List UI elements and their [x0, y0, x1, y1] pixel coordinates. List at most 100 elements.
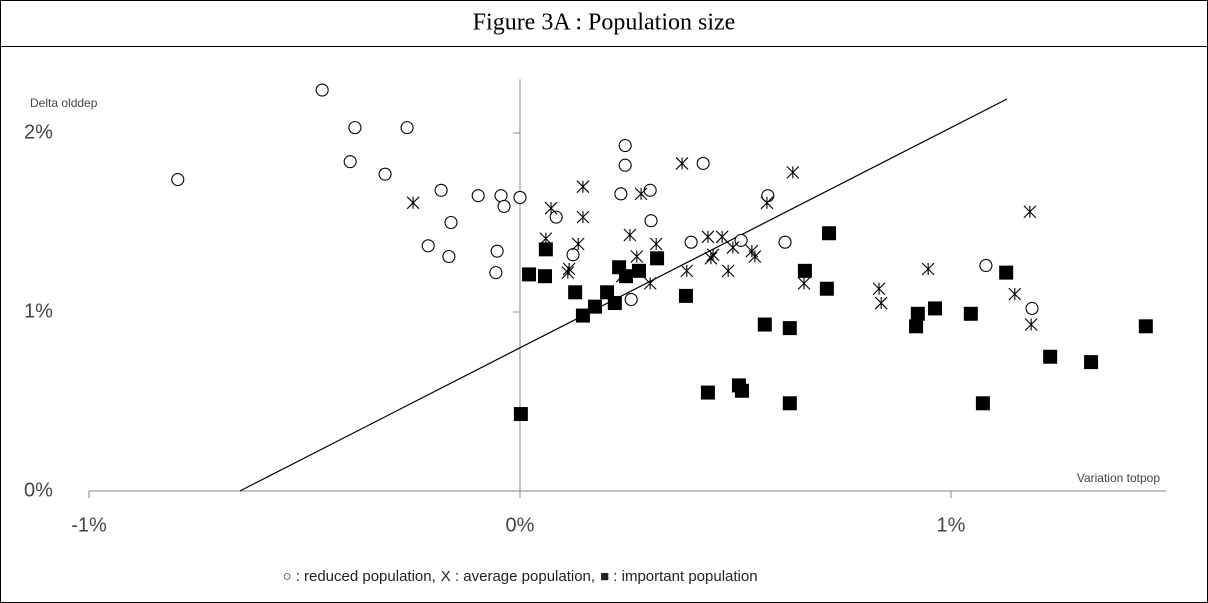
point-reduced — [513, 190, 527, 204]
x-tick-label: 0% — [506, 514, 535, 536]
point-important — [600, 285, 615, 300]
point-important — [782, 396, 797, 411]
point-reduced — [618, 138, 632, 153]
point-important — [631, 263, 646, 278]
point-important — [537, 269, 552, 284]
point-average — [561, 266, 575, 280]
x-axis-label: Variation totpop — [1077, 471, 1160, 485]
point-reduced — [549, 210, 563, 224]
point-important — [928, 301, 943, 316]
point-reduced — [400, 121, 414, 135]
point-average — [721, 264, 735, 278]
point-reduced — [778, 235, 792, 249]
point-reduced — [734, 233, 748, 247]
point-average — [630, 250, 644, 263]
y-tick-label: 0% — [24, 479, 53, 501]
point-important — [822, 226, 837, 241]
y-axis-label: Delta olddep — [30, 96, 98, 110]
chart-title: Figure 3A : Population size — [473, 10, 736, 36]
point-reduced — [444, 215, 458, 230]
point-average — [1023, 205, 1037, 219]
point-important — [619, 269, 634, 284]
point-average — [623, 228, 637, 242]
point-important — [587, 299, 602, 314]
point-average — [786, 165, 800, 179]
point-important — [538, 242, 553, 257]
point-reduced — [643, 183, 657, 197]
point-reduced — [348, 121, 362, 135]
point-average — [562, 262, 576, 276]
point-reduced — [614, 187, 628, 201]
point-reduced — [497, 199, 511, 213]
point-important — [607, 296, 622, 311]
point-average — [1024, 318, 1038, 331]
point-important — [1043, 349, 1058, 364]
point-average — [874, 296, 888, 310]
legend-entry: ■ : important population — [600, 568, 758, 585]
point-average — [872, 282, 886, 296]
point-important — [797, 263, 812, 278]
point-reduced — [696, 156, 710, 170]
point-average — [680, 264, 694, 278]
legend-entry: ○ : reduced population, — [282, 568, 435, 585]
point-important — [963, 306, 978, 321]
point-reduced — [378, 167, 392, 181]
point-average — [576, 210, 590, 224]
point-average — [704, 251, 718, 265]
point-average — [675, 157, 689, 170]
point-important — [522, 267, 537, 282]
point-reduced — [618, 158, 632, 172]
point-average — [571, 237, 585, 251]
point-reduced — [171, 172, 185, 187]
point-important — [819, 281, 834, 296]
point-important — [650, 251, 665, 266]
point-average — [544, 201, 558, 215]
point-average — [649, 237, 663, 251]
point-important — [1084, 355, 1099, 370]
x-tick-label: -1% — [71, 514, 107, 536]
point-average — [726, 241, 740, 254]
point-reduced — [624, 292, 638, 307]
point-important — [782, 321, 797, 336]
point-reduced — [471, 189, 485, 203]
y-tick-label: 2% — [24, 121, 53, 143]
point-reduced — [490, 244, 504, 258]
point-average — [715, 230, 729, 244]
point-reduced — [1025, 301, 1039, 315]
point-important — [678, 288, 693, 303]
point-average — [748, 250, 762, 263]
point-reduced — [421, 239, 435, 253]
point-reduced — [979, 258, 993, 273]
point-average — [406, 196, 420, 210]
point-reduced — [315, 83, 329, 97]
y-tick-label: 1% — [24, 300, 53, 322]
point-reduced — [343, 155, 357, 169]
point-important — [757, 317, 772, 332]
point-reduced — [566, 248, 580, 262]
point-reduced — [644, 214, 658, 228]
point-average — [760, 196, 774, 210]
point-important — [513, 407, 528, 422]
point-important — [910, 306, 925, 321]
point-important — [999, 265, 1014, 280]
trend-line — [239, 98, 1008, 492]
point-average — [701, 230, 715, 244]
point-average — [576, 180, 590, 194]
point-average — [634, 187, 648, 201]
point-average — [921, 262, 935, 276]
point-average — [1008, 287, 1022, 301]
point-important — [909, 319, 924, 334]
point-average — [706, 248, 720, 262]
point-reduced — [684, 235, 698, 249]
point-reduced — [442, 249, 456, 264]
point-average — [797, 276, 811, 290]
point-important — [1138, 319, 1153, 334]
point-important — [975, 396, 990, 411]
x-tick-label: 1% — [937, 514, 966, 536]
legend-entry: X : average population, — [441, 568, 595, 585]
point-important — [575, 308, 590, 323]
point-reduced — [494, 189, 508, 203]
point-reduced — [434, 183, 448, 197]
